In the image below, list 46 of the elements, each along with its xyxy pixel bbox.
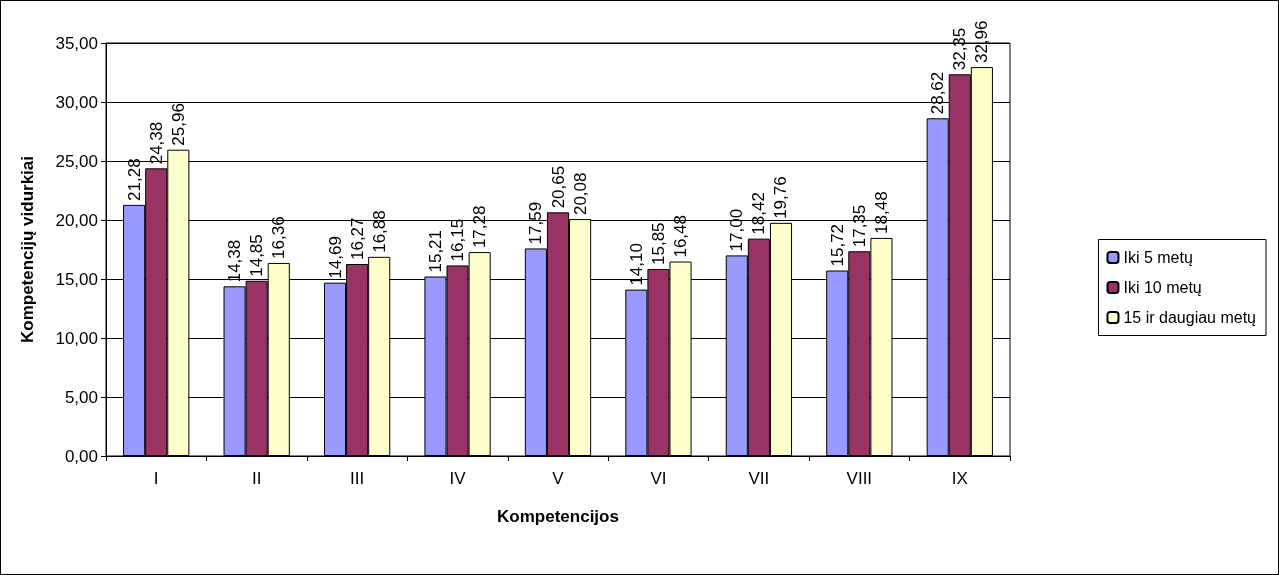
y-tick-label: 20,00 — [55, 210, 98, 230]
data-label: 32,35 — [950, 27, 970, 71]
data-label: 25,96 — [168, 103, 188, 146]
data-label: 16,36 — [269, 216, 289, 259]
y-tick-label: 35,00 — [55, 33, 98, 53]
x-tick-label: IX — [951, 469, 968, 488]
data-label: 14,85 — [247, 234, 267, 277]
x-axis-title: Kompetencijos — [497, 507, 619, 526]
data-label: 14,69 — [325, 236, 345, 279]
x-tick-label: V — [552, 469, 565, 488]
x-tick-label: IV — [449, 469, 467, 488]
data-label: 17,35 — [849, 204, 869, 248]
y-tick-label: 15,00 — [55, 269, 98, 289]
data-label: 32,96 — [972, 20, 992, 64]
data-label: 14,10 — [626, 243, 646, 286]
data-label: 24,38 — [146, 121, 166, 165]
y-tick-label: 10,00 — [55, 328, 98, 348]
data-label: 20,08 — [570, 172, 590, 216]
x-tick-label: II — [251, 469, 262, 488]
data-label: 18,48 — [871, 191, 891, 234]
x-tick-label: VIII — [846, 469, 873, 488]
data-label: 14,38 — [225, 239, 245, 283]
data-label: 20,65 — [548, 165, 568, 209]
data-label: 19,76 — [771, 176, 791, 219]
y-tick-label: 5,00 — [64, 387, 98, 407]
data-label: 16,15 — [448, 218, 468, 262]
data-label: 15,85 — [648, 222, 668, 265]
data-label: 16,48 — [671, 214, 691, 258]
data-label: 17,28 — [470, 205, 490, 249]
legend-label: 15 ir daugiau metų — [1123, 309, 1257, 326]
data-label: 15,21 — [425, 229, 445, 273]
legend-label: Iki 5 metų — [1123, 249, 1193, 266]
legend-label: Iki 10 metų — [1123, 279, 1202, 296]
y-tick-label: 0,00 — [64, 446, 98, 466]
y-tick-label: 25,00 — [55, 151, 98, 171]
data-label: 18,42 — [749, 192, 769, 235]
x-tick-label: VII — [748, 469, 770, 488]
data-label: 15,72 — [827, 223, 847, 267]
y-axis-title: Kompetencijų vidurkiai — [18, 155, 37, 344]
data-label: 16,88 — [369, 210, 389, 253]
data-label: 16,27 — [347, 217, 367, 261]
x-tick-label: VI — [650, 469, 667, 488]
data-label: 17,59 — [526, 201, 546, 245]
y-tick-label: 30,00 — [55, 92, 98, 112]
x-tick-label: III — [350, 469, 365, 488]
x-tick-label: I — [153, 469, 159, 488]
